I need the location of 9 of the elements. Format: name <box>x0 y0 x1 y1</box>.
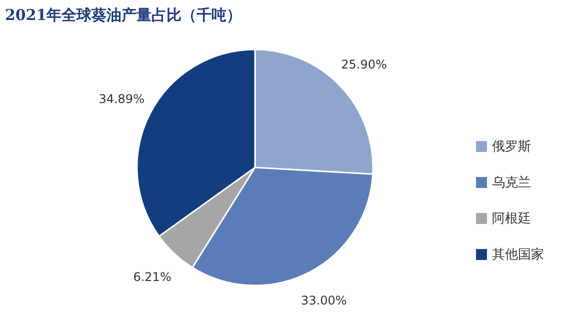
legend-label: 俄罗斯 <box>492 140 531 154</box>
data-label: 34.89% <box>98 92 144 106</box>
legend-label: 乌克兰 <box>492 176 531 190</box>
data-label: 33.00% <box>301 294 347 308</box>
data-label: 6.21% <box>133 270 172 284</box>
chart-title: 2021年全球葵油产量占比（千吨） <box>5 6 242 24</box>
data-label: 25.90% <box>341 57 387 72</box>
legend-label: 阿根廷 <box>492 212 531 226</box>
legend-label: 其他国家 <box>492 246 544 262</box>
